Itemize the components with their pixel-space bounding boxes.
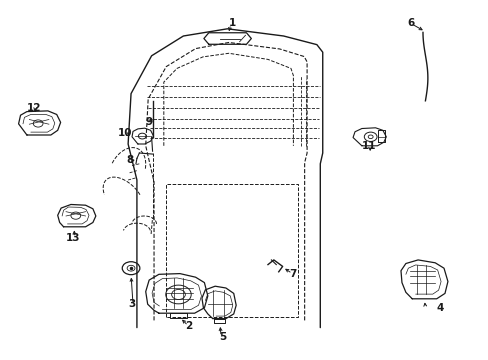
Text: 12: 12: [27, 103, 41, 113]
Text: 2: 2: [184, 321, 191, 331]
Text: 11: 11: [361, 141, 376, 151]
Text: 4: 4: [435, 303, 443, 313]
Text: 13: 13: [66, 233, 81, 243]
Text: 7: 7: [289, 269, 297, 279]
Text: 5: 5: [219, 332, 225, 342]
Text: 3: 3: [128, 299, 135, 309]
Text: 1: 1: [228, 18, 235, 28]
Text: 9: 9: [145, 117, 152, 127]
Text: 8: 8: [126, 155, 133, 165]
Text: 10: 10: [117, 128, 132, 138]
Text: 6: 6: [407, 18, 413, 28]
